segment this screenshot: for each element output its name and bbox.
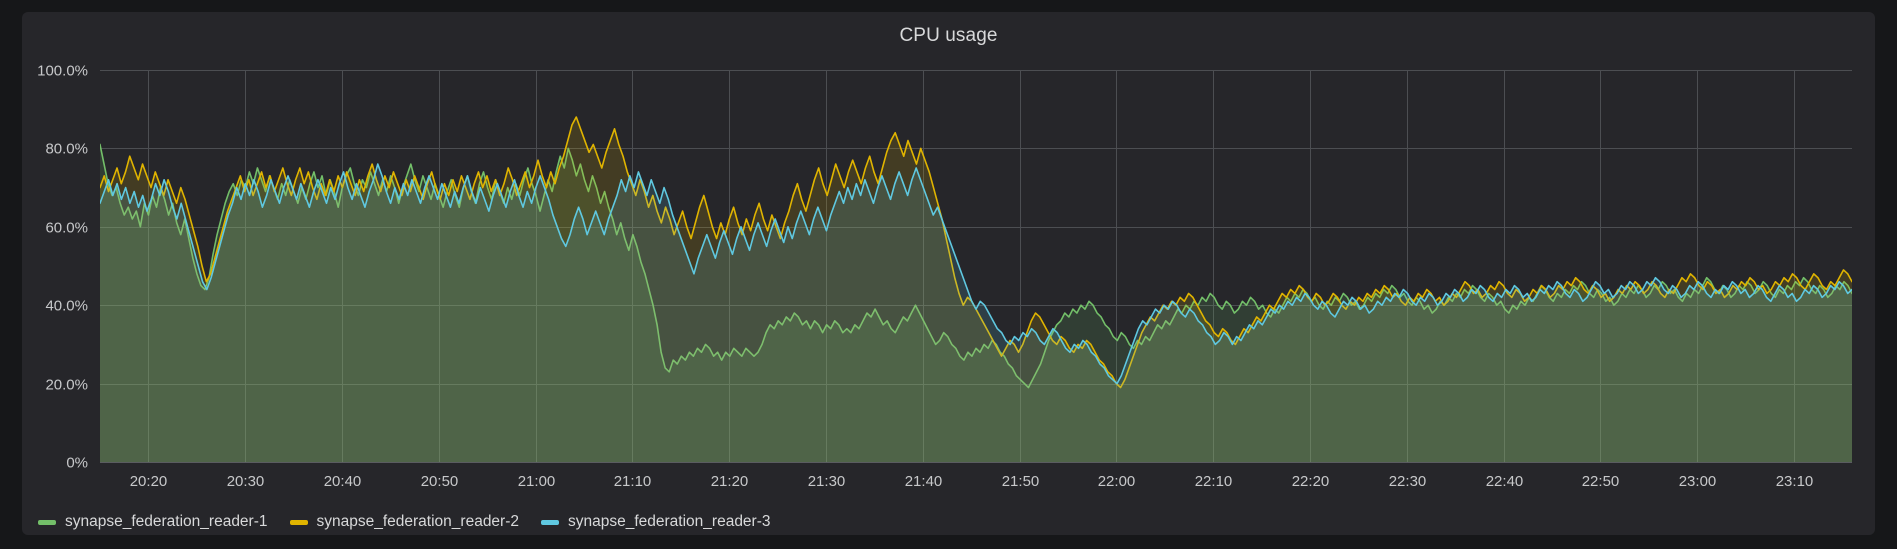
legend-item-label: synapse_federation_reader-3 — [568, 513, 771, 530]
legend-item-label: synapse_federation_reader-2 — [316, 513, 520, 530]
cpu-usage-panel: CPU usage — [22, 12, 1875, 535]
legend-item[interactable]: synapse_federation_reader-2 — [289, 511, 520, 533]
legend-item[interactable]: synapse_federation_reader-3 — [541, 511, 771, 533]
legend-color-swatch-icon — [541, 519, 559, 525]
legend-color-swatch-icon — [289, 519, 308, 525]
legend-item[interactable]: synapse_federation_reader-1 — [38, 511, 268, 533]
chart-legend: synapse_federation_reader-1 synapse_feder… — [38, 511, 771, 533]
legend-color-swatch-icon — [38, 519, 56, 525]
page-title: CPU usage — [899, 25, 998, 46]
legend-item-label: synapse_federation_reader-1 — [65, 513, 268, 530]
